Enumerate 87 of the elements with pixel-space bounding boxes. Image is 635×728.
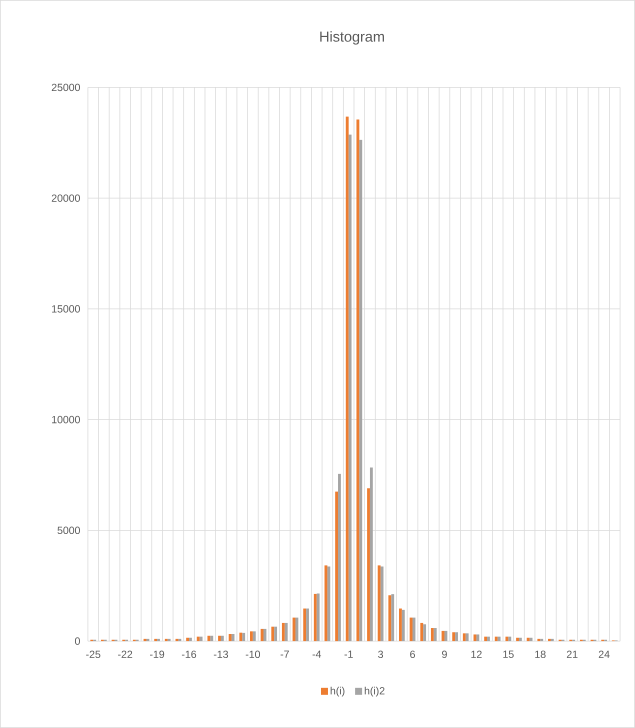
- bar: [462, 633, 466, 642]
- bar: [455, 632, 458, 642]
- bar: [324, 565, 328, 642]
- y-tick-label: 5000: [58, 526, 80, 534]
- bar: [348, 134, 352, 642]
- bar: [335, 492, 338, 642]
- bar: [200, 636, 203, 642]
- bar: [252, 631, 256, 642]
- bar: [430, 628, 434, 642]
- bar: [378, 565, 381, 642]
- bar: [232, 634, 234, 642]
- bar: [356, 120, 360, 642]
- bar: [423, 624, 426, 642]
- x-tick-label: -1: [344, 650, 353, 658]
- bar: [505, 636, 508, 642]
- x-tick-label: 21: [566, 650, 578, 658]
- x-tick-label: 9: [442, 650, 447, 658]
- bar: [220, 636, 224, 642]
- bar: [391, 594, 394, 642]
- bar: [412, 618, 416, 642]
- bar: [444, 630, 448, 642]
- x-tick-label: 6: [410, 650, 415, 658]
- bar: [250, 631, 253, 642]
- bar: [303, 608, 306, 642]
- x-tick-label: 12: [471, 650, 482, 658]
- bar: [327, 566, 330, 642]
- x-tick-label: 15: [503, 650, 514, 658]
- x-tick-label: -10: [246, 650, 260, 658]
- bar: [274, 626, 278, 642]
- bar: [484, 636, 488, 642]
- y-tick-label: 10000: [52, 416, 80, 424]
- bar: [474, 634, 476, 642]
- x-tick-label: -7: [280, 650, 289, 658]
- bar: [157, 638, 160, 642]
- chart-title: Histogram: [320, 31, 384, 45]
- x-tick-label: 24: [598, 650, 610, 658]
- bar: [168, 638, 171, 642]
- bar: [516, 638, 519, 642]
- bar: [292, 618, 296, 642]
- bar: [218, 636, 221, 642]
- x-tick-label: -13: [214, 650, 228, 658]
- bar: [186, 638, 190, 642]
- bar: [370, 467, 373, 642]
- bar: [487, 636, 490, 642]
- bar: [146, 638, 150, 642]
- bar: [154, 638, 158, 642]
- x-tick-label: -4: [312, 650, 322, 658]
- bar: [242, 632, 246, 642]
- bar: [306, 608, 309, 642]
- y-tick-label: 0: [74, 637, 80, 645]
- y-tick-label: 25000: [52, 84, 80, 92]
- legend-label: h(i)2: [364, 686, 384, 697]
- bar: [548, 638, 551, 642]
- bar: [537, 638, 540, 642]
- bar: [526, 638, 530, 642]
- bar: [295, 618, 298, 642]
- bar: [316, 593, 320, 642]
- bar: [380, 566, 384, 642]
- bar: [189, 638, 192, 642]
- bar: [550, 638, 554, 642]
- bar: [498, 636, 501, 642]
- x-tick-label: 3: [378, 650, 384, 658]
- bar: [476, 634, 480, 642]
- x-tick-label: -19: [150, 650, 164, 658]
- x-tick-label: -16: [182, 650, 196, 658]
- bar: [518, 638, 522, 642]
- bar: [264, 628, 266, 642]
- legend-label: h(i): [330, 686, 344, 697]
- bar: [442, 630, 444, 642]
- x-tick-label: 18: [535, 650, 546, 658]
- y-tick-label: 15000: [52, 305, 80, 313]
- y-tick-label: 20000: [52, 194, 80, 202]
- bar: [176, 638, 178, 642]
- x-tick-label: -22: [118, 650, 132, 658]
- bar: [207, 636, 210, 642]
- bar: [228, 634, 232, 642]
- bar: [144, 638, 146, 642]
- bar: [338, 474, 341, 642]
- bar: [402, 610, 405, 642]
- bar: [282, 622, 285, 642]
- bar: [367, 488, 370, 642]
- bar: [260, 628, 264, 642]
- bar: [530, 638, 533, 642]
- bar: [452, 632, 456, 642]
- bar: [399, 608, 402, 642]
- bar: [410, 618, 413, 642]
- x-tick-label: -25: [86, 650, 100, 658]
